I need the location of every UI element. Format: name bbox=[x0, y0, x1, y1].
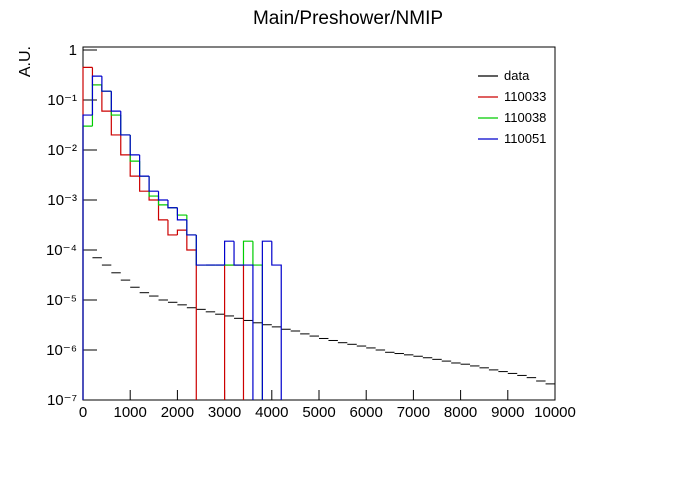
y-tick-label: 10⁻⁵ bbox=[46, 292, 77, 309]
y-tick-label: 10⁻⁴ bbox=[46, 242, 77, 259]
histogram-step bbox=[120, 115, 131, 136]
x-tick-label: 9000 bbox=[491, 404, 524, 421]
legend-label: data bbox=[504, 68, 530, 83]
y-tick-label: 10⁻² bbox=[47, 142, 77, 159]
histogram-step bbox=[139, 154, 150, 177]
histogram-step bbox=[195, 234, 206, 266]
histogram-step bbox=[120, 134, 131, 156]
y-tick-label: 10⁻³ bbox=[47, 192, 77, 209]
histogram-step bbox=[148, 176, 159, 192]
histogram-step bbox=[233, 241, 244, 266]
x-tick-label: 8000 bbox=[444, 404, 477, 421]
histogram-step bbox=[186, 215, 197, 236]
histogram-step bbox=[186, 219, 197, 236]
histogram-step bbox=[91, 75, 102, 116]
y-axis-label: A.U. bbox=[17, 46, 34, 77]
histogram-step bbox=[129, 134, 140, 156]
histogram-step bbox=[224, 240, 235, 266]
histogram-step bbox=[176, 207, 187, 221]
x-tick-label: 10000 bbox=[534, 404, 576, 421]
plot-frame bbox=[82, 46, 556, 401]
histogram-step bbox=[82, 125, 93, 400]
chart-title: Main/Preshower/NMIP bbox=[253, 8, 443, 29]
x-tick-label: 6000 bbox=[350, 404, 383, 421]
histogram-step bbox=[242, 240, 253, 266]
histogram-step bbox=[139, 161, 150, 177]
histogram-step bbox=[195, 234, 206, 266]
histogram-step bbox=[148, 176, 159, 197]
histogram-step bbox=[176, 207, 187, 216]
histogram-step bbox=[167, 219, 178, 236]
histogram-step bbox=[234, 264, 245, 400]
histogram-step bbox=[101, 84, 112, 92]
histogram-step bbox=[252, 241, 263, 400]
legend-label: 110033 bbox=[504, 89, 546, 104]
histogram-step bbox=[139, 176, 150, 192]
x-tick-label: 1000 bbox=[114, 404, 147, 421]
histogram-step bbox=[261, 240, 272, 400]
histogram-step bbox=[110, 111, 121, 136]
x-tick-label: 7000 bbox=[397, 404, 430, 421]
histogram-step bbox=[186, 230, 197, 400]
x-tick-label: 0 bbox=[79, 404, 87, 421]
histogram-step bbox=[101, 76, 112, 92]
histogram-step bbox=[243, 264, 254, 400]
histogram-step bbox=[82, 114, 93, 400]
histogram-step bbox=[91, 84, 102, 127]
y-tick-label: 10⁻¹ bbox=[47, 92, 77, 109]
histogram-step bbox=[224, 264, 235, 400]
histogram-step bbox=[157, 191, 168, 201]
histogram-step bbox=[157, 200, 168, 221]
x-tick-label: 2000 bbox=[161, 404, 194, 421]
histogram-step bbox=[176, 229, 187, 235]
legend-label: 110038 bbox=[504, 110, 546, 125]
histogram-step bbox=[129, 134, 140, 162]
histogram-step bbox=[101, 84, 112, 112]
x-tick-label: 5000 bbox=[302, 404, 335, 421]
x-tick-label: 3000 bbox=[208, 404, 241, 421]
y-tick-label: 10⁻⁷ bbox=[47, 392, 77, 409]
histogram-step bbox=[110, 91, 121, 112]
legend-label: 110051 bbox=[504, 131, 546, 146]
y-tick-label: 1 bbox=[69, 42, 77, 59]
histogram-step bbox=[167, 200, 178, 209]
histogram-step bbox=[120, 111, 131, 136]
x-tick-label: 4000 bbox=[255, 404, 288, 421]
histogram-step bbox=[271, 241, 282, 400]
y-tick-label: 10⁻⁶ bbox=[46, 342, 77, 359]
histogram-step bbox=[129, 154, 140, 177]
